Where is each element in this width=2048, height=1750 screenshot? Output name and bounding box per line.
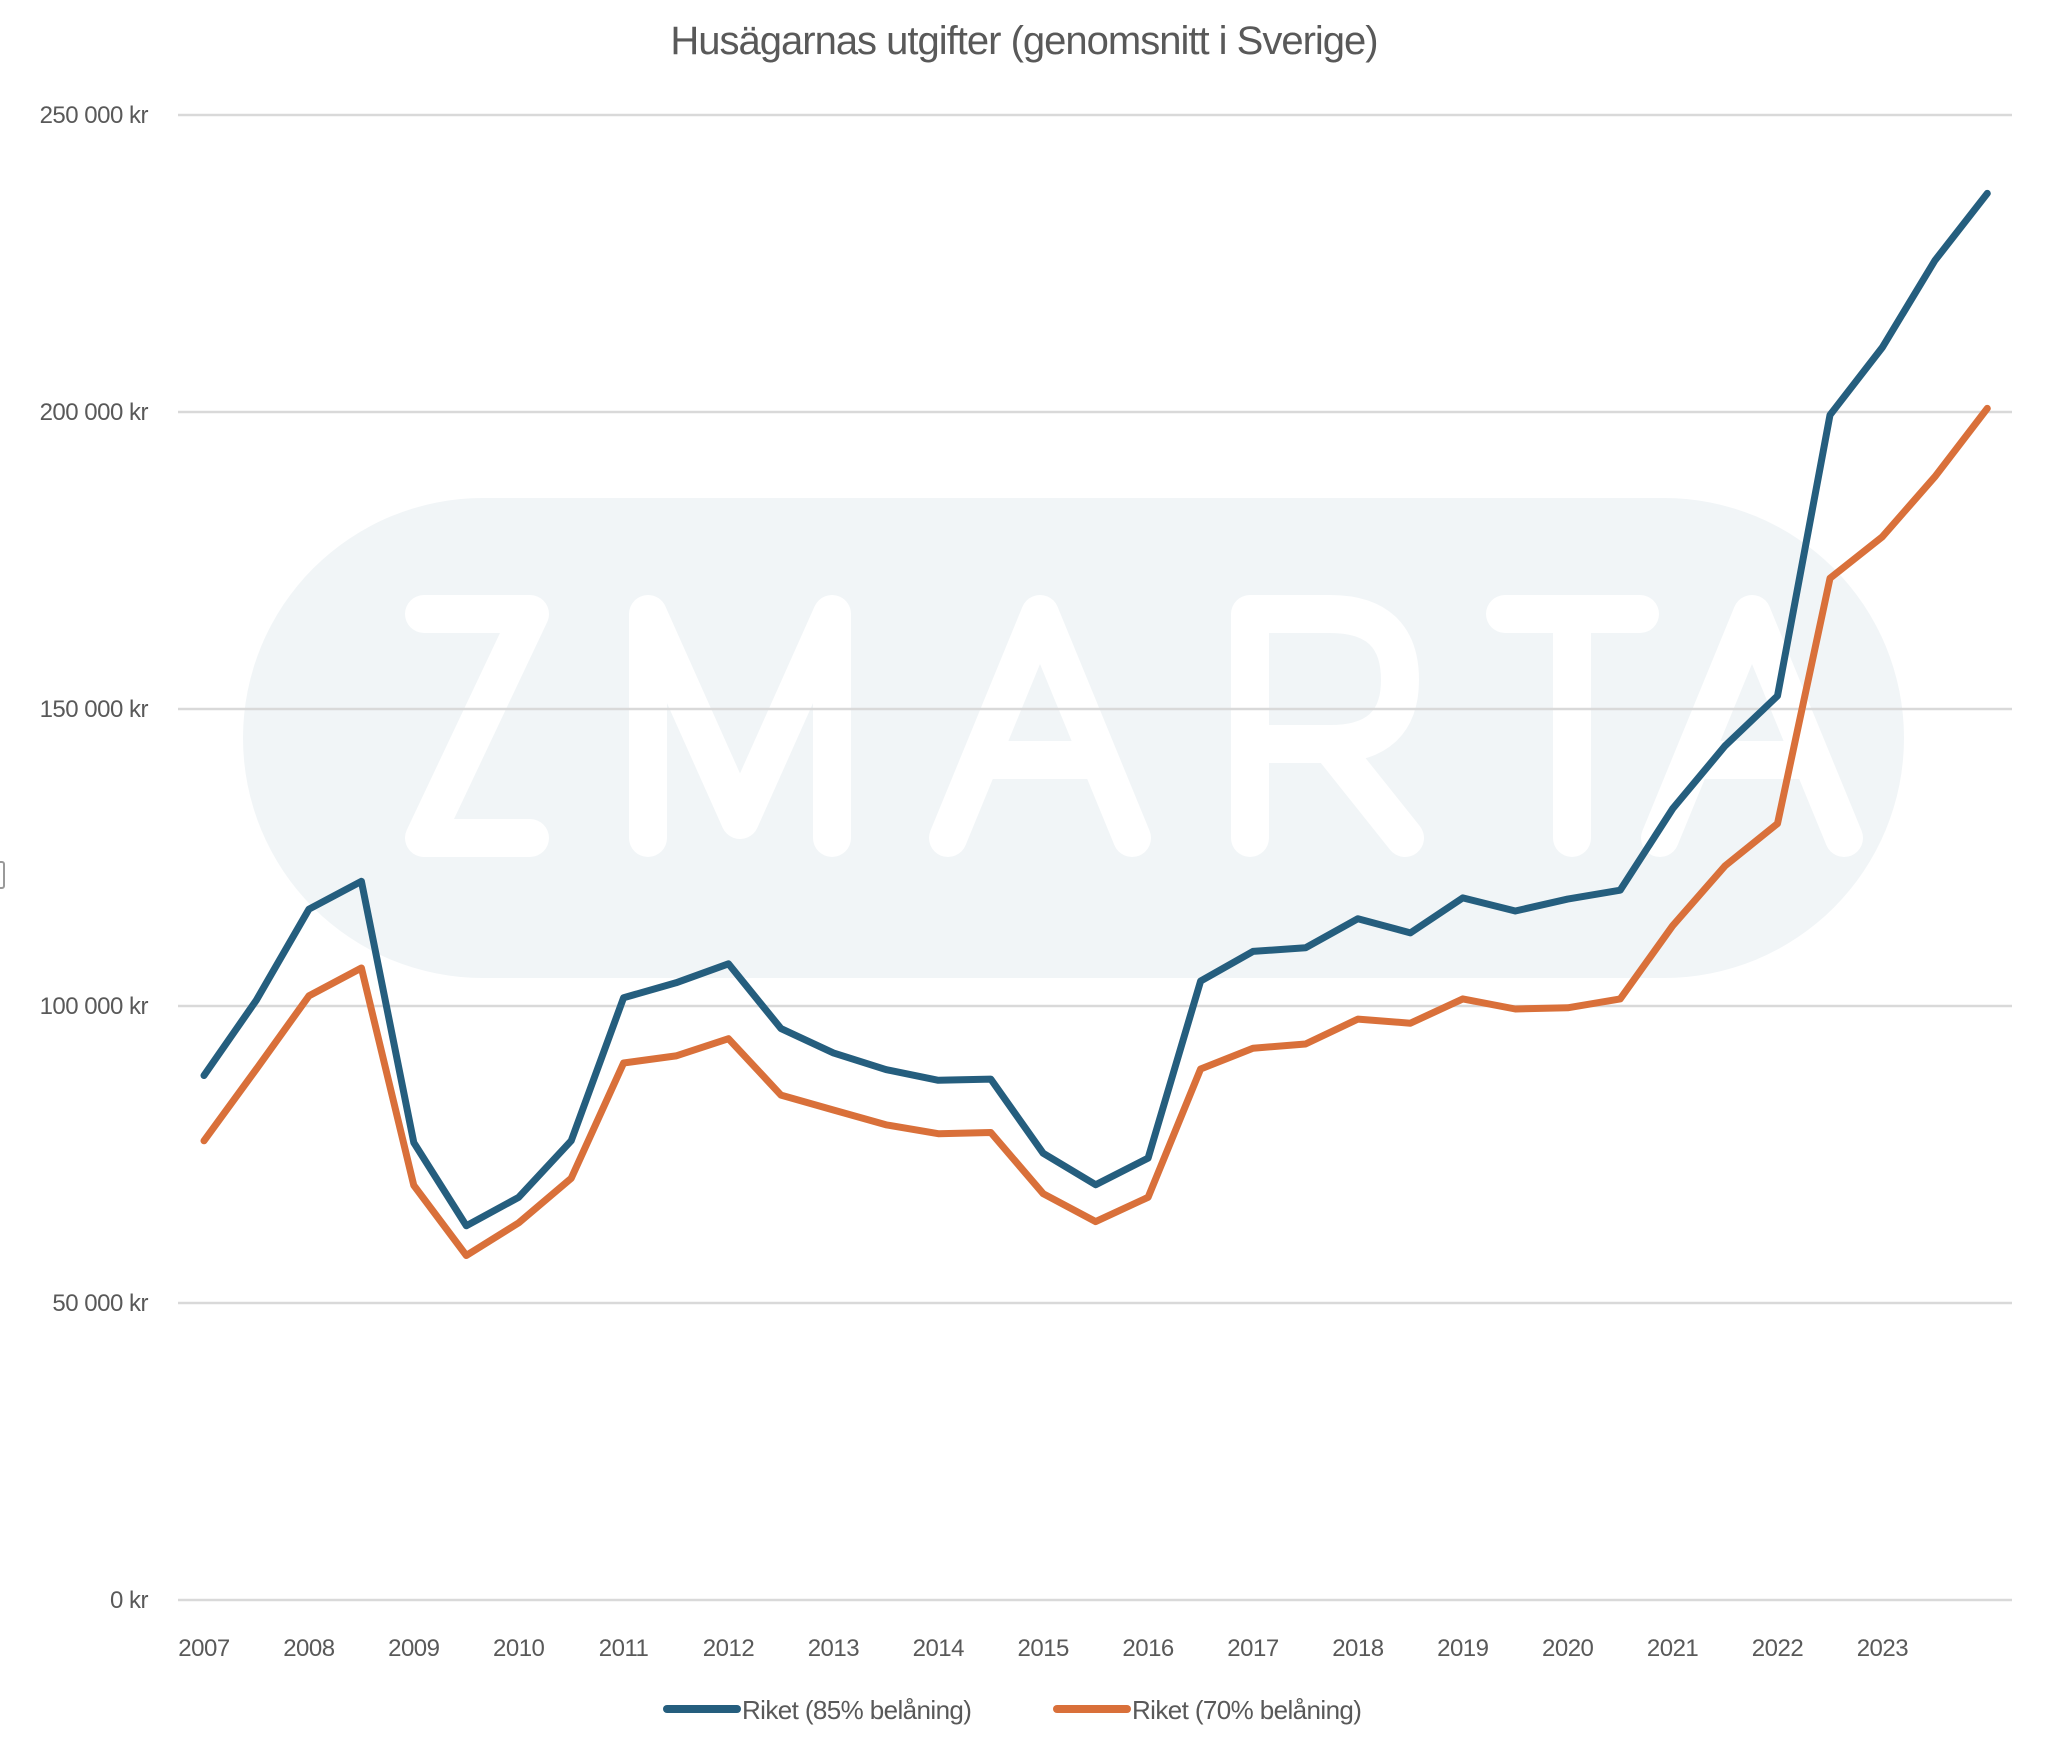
x-tick-label: 2009 bbox=[388, 1635, 440, 1662]
legend: Riket (85% belåning) Riket (70% belåning) bbox=[663, 1695, 1362, 1725]
legend-item-riket-85: Riket (85% belåning) bbox=[663, 1695, 972, 1725]
watermark bbox=[243, 498, 1904, 978]
x-tick-label: 2013 bbox=[808, 1635, 860, 1662]
y-tick-label: 50 000 kr bbox=[52, 1290, 148, 1317]
watermark-text-zmarta bbox=[405, 595, 1863, 857]
x-tick-label: 2020 bbox=[1542, 1635, 1594, 1662]
watermark-letter-t bbox=[1486, 595, 1659, 857]
series-group bbox=[200, 189, 1991, 1259]
legend-label: Riket (70% belåning) bbox=[1132, 1695, 1361, 1725]
y-tick-label: 250 000 kr bbox=[40, 102, 149, 129]
x-tick-label: 2022 bbox=[1752, 1635, 1804, 1662]
x-tick-label: 2019 bbox=[1437, 1635, 1489, 1662]
x-tick-label: 2014 bbox=[913, 1635, 965, 1662]
watermark-letter-m bbox=[629, 595, 851, 857]
x-tick-label: 2016 bbox=[1122, 1635, 1174, 1662]
x-tick-label: 2023 bbox=[1857, 1635, 1909, 1662]
x-tick-label: 2010 bbox=[493, 1635, 545, 1662]
chart-title: Husägarnas utgifter (genomsnitt i Sverig… bbox=[670, 19, 1377, 63]
x-tick-label: 2012 bbox=[703, 1635, 755, 1662]
series-riket-70 bbox=[200, 404, 1991, 1259]
x-tick-label: 2021 bbox=[1647, 1635, 1699, 1662]
watermark-letter-a1 bbox=[929, 595, 1151, 857]
x-tick-label: 2007 bbox=[178, 1635, 230, 1662]
x-tick-label: 2017 bbox=[1227, 1635, 1279, 1662]
gridlines bbox=[178, 113, 2012, 1602]
y-tick-label: 150 000 kr bbox=[40, 696, 149, 723]
x-tick-label: 2018 bbox=[1332, 1635, 1384, 1662]
y-tick-label: 200 000 kr bbox=[40, 399, 149, 426]
legend-item-riket-70: Riket (70% belåning) bbox=[1053, 1695, 1362, 1725]
y-axis: 0 kr 50 000 kr 100 000 kr 150 000 kr 200 000… bbox=[40, 102, 149, 1614]
y-tick-label: 0 kr bbox=[110, 1587, 149, 1614]
legend-label: Riket (85% belåning) bbox=[742, 1695, 971, 1725]
series-riket-85 bbox=[200, 189, 1991, 1230]
x-tick-label: 2015 bbox=[1018, 1635, 1070, 1662]
watermark-letter-z bbox=[405, 595, 549, 857]
x-axis: 2007 2008 2009 2010 2011 2012 2013 2014 2015 2016… bbox=[178, 1635, 1908, 1662]
watermark-letter-r bbox=[1231, 595, 1424, 857]
y-tick-label: 100 000 kr bbox=[40, 993, 149, 1020]
x-tick-label: 2011 bbox=[599, 1635, 649, 1662]
edge-artifact bbox=[0, 861, 5, 889]
x-tick-label: 2008 bbox=[283, 1635, 335, 1662]
